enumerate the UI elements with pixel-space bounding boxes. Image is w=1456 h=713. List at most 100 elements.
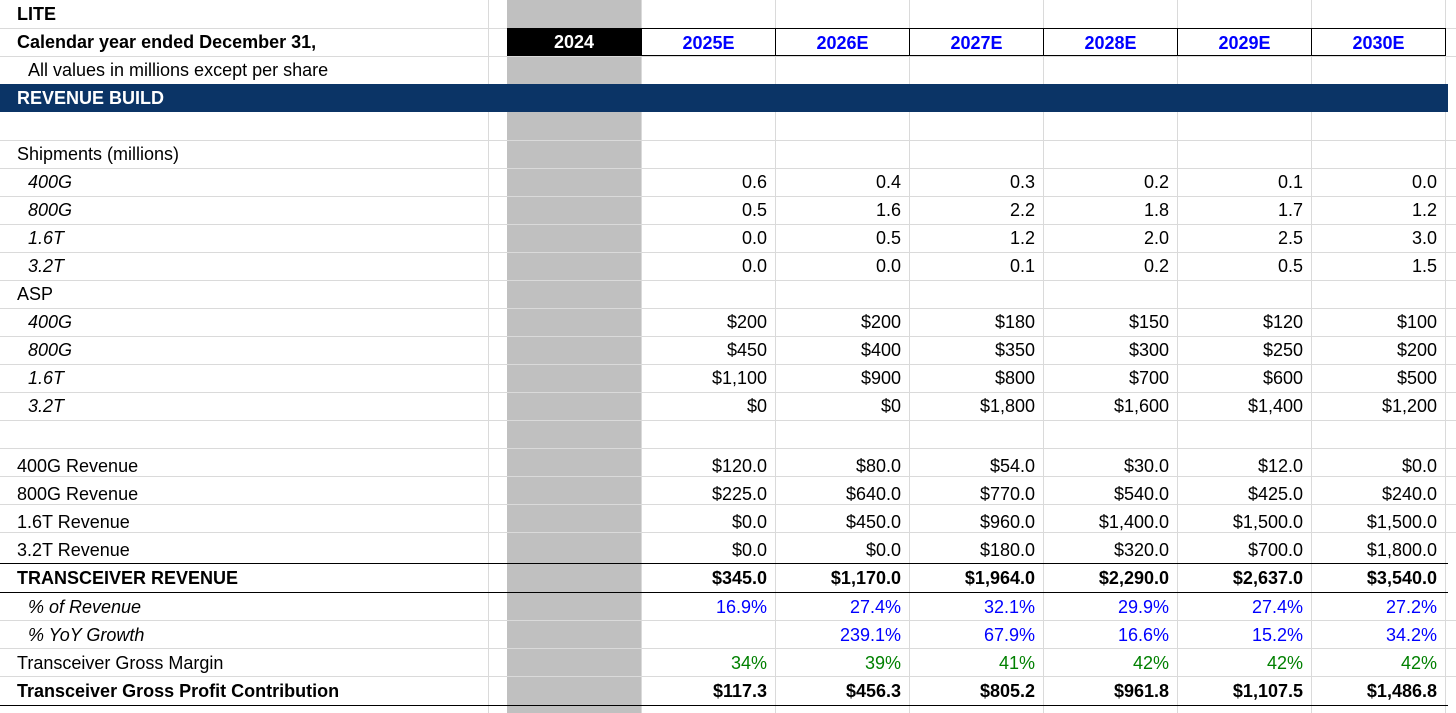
value-cell[interactable]: 34.2% [1385,625,1437,645]
value-cell[interactable]: 41% [998,653,1035,673]
value-cell[interactable]: 1.5 [1411,256,1437,276]
value-cell[interactable]: $150 [1128,312,1169,332]
row-label[interactable]: 400G [28,312,73,332]
asp-label[interactable]: ASP [17,284,54,304]
value-cell[interactable]: 0.1 [1277,172,1303,192]
value-cell[interactable]: $450 [726,340,767,360]
value-cell[interactable]: 27.4% [1251,597,1303,617]
value-cell[interactable]: $1,400 [1247,396,1303,416]
value-cell[interactable]: $1,500.0 [1366,512,1437,532]
value-cell[interactable]: $900 [860,368,901,388]
value-cell[interactable]: $225.0 [711,484,767,504]
value-cell[interactable]: 0.2 [1143,256,1169,276]
value-cell[interactable]: $3,540.0 [1366,568,1437,588]
value-cell[interactable]: 0.5 [875,228,901,248]
row-label[interactable]: TRANSCEIVER REVENUE [17,568,239,588]
value-cell[interactable]: $350 [994,340,1035,360]
value-cell[interactable]: $400 [860,340,901,360]
year-2025e[interactable]: 2025E [641,28,776,56]
value-cell[interactable]: $200 [1396,340,1437,360]
value-cell[interactable]: $770.0 [979,484,1035,504]
value-cell[interactable]: 0.5 [1277,256,1303,276]
value-cell[interactable]: $540.0 [1113,484,1169,504]
value-cell[interactable]: $0 [746,396,767,416]
value-cell[interactable]: 0.0 [741,256,767,276]
value-cell[interactable]: 1.7 [1277,200,1303,220]
value-cell[interactable]: 42% [1400,653,1437,673]
row-label[interactable]: 3.2T Revenue [17,540,130,560]
value-cell[interactable]: $180 [994,312,1035,332]
value-cell[interactable]: $12.0 [1257,456,1303,476]
value-cell[interactable]: $805.2 [979,681,1035,701]
value-cell[interactable]: $345.0 [711,568,767,588]
value-cell[interactable]: $1,200 [1381,396,1437,416]
value-cell[interactable]: 29.9% [1117,597,1169,617]
value-cell[interactable]: $240.0 [1381,484,1437,504]
value-cell[interactable]: $0.0 [865,540,901,560]
value-cell[interactable]: 239.1% [839,625,901,645]
value-cell[interactable]: 34% [730,653,767,673]
calendar-label[interactable]: Calendar year ended December 31, [17,32,317,52]
value-cell[interactable]: $0.0 [731,540,767,560]
value-cell[interactable]: 0.1 [1009,256,1035,276]
row-label[interactable]: Transceiver Gross Margin [17,653,224,673]
value-cell[interactable]: 1.8 [1143,200,1169,220]
value-cell[interactable]: $1,400.0 [1098,512,1169,532]
value-cell[interactable]: 27.2% [1385,597,1437,617]
value-cell[interactable]: $80.0 [855,456,901,476]
value-cell[interactable]: 1.6 [875,200,901,220]
value-cell[interactable]: 42% [1266,653,1303,673]
value-cell[interactable]: 1.2 [1411,200,1437,220]
row-label[interactable]: 1.6T [28,228,65,248]
value-cell[interactable]: $2,637.0 [1232,568,1303,588]
value-cell[interactable]: 0.6 [741,172,767,192]
value-cell[interactable]: 16.9% [715,597,767,617]
year-2027e[interactable]: 2027E [909,28,1044,56]
value-cell[interactable]: 15.2% [1251,625,1303,645]
value-cell[interactable]: $1,600 [1113,396,1169,416]
value-cell[interactable]: 0.0 [741,228,767,248]
year-2028e[interactable]: 2028E [1043,28,1178,56]
value-cell[interactable]: 2.2 [1009,200,1035,220]
value-cell[interactable]: $300 [1128,340,1169,360]
value-cell[interactable]: $180.0 [979,540,1035,560]
year-2024[interactable]: 2024 [507,28,641,56]
value-cell[interactable]: 27.4% [849,597,901,617]
value-cell[interactable]: $30.0 [1123,456,1169,476]
value-cell[interactable]: $320.0 [1113,540,1169,560]
value-cell[interactable]: $100 [1396,312,1437,332]
value-cell[interactable]: $250 [1262,340,1303,360]
value-cell[interactable]: 0.0 [875,256,901,276]
value-cell[interactable]: $0.0 [1401,456,1437,476]
value-cell[interactable]: 39% [864,653,901,673]
value-cell[interactable]: 0.2 [1143,172,1169,192]
row-label[interactable]: % of Revenue [28,597,142,617]
value-cell[interactable]: 67.9% [983,625,1035,645]
value-cell[interactable]: 32.1% [983,597,1035,617]
row-label[interactable]: % YoY Growth [28,625,145,645]
section-banner[interactable]: REVENUE BUILD [0,84,1448,112]
row-label[interactable]: 3.2T [28,256,65,276]
ticker[interactable]: LITE [17,4,56,24]
value-cell[interactable]: 42% [1132,653,1169,673]
value-cell[interactable]: $0 [880,396,901,416]
year-2030e[interactable]: 2030E [1311,28,1446,56]
value-cell[interactable]: 1.2 [1009,228,1035,248]
year-2026e[interactable]: 2026E [775,28,910,56]
value-cell[interactable]: $1,486.8 [1366,681,1437,701]
value-cell[interactable]: $450.0 [845,512,901,532]
value-cell[interactable]: $700 [1128,368,1169,388]
value-cell[interactable]: $960.0 [979,512,1035,532]
row-label[interactable]: 400G Revenue [17,456,139,476]
value-cell[interactable]: $200 [860,312,901,332]
value-cell[interactable]: $1,800 [979,396,1035,416]
value-cell[interactable]: $456.3 [845,681,901,701]
row-label[interactable]: 800G [28,200,73,220]
value-cell[interactable]: 0.0 [1411,172,1437,192]
units-note[interactable]: All values in millions except per share [28,60,329,80]
row-label[interactable]: 3.2T [28,396,65,416]
value-cell[interactable]: 0.4 [875,172,901,192]
row-label[interactable]: 800G [28,340,73,360]
year-2029e[interactable]: 2029E [1177,28,1312,56]
value-cell[interactable]: $600 [1262,368,1303,388]
